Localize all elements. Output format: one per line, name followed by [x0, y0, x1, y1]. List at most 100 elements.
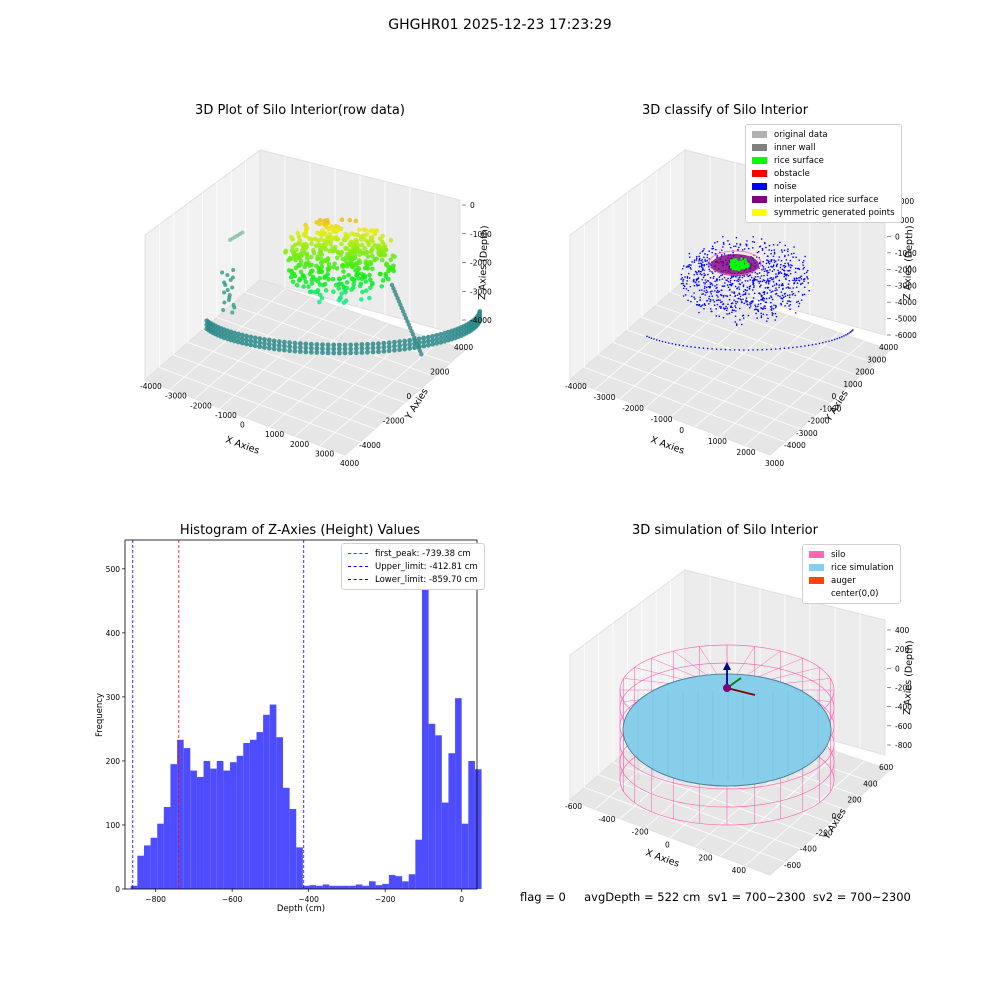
plot1-data-point: [276, 339, 282, 344]
plot2-noise-point: [790, 253, 793, 255]
plot2-noise-point: [711, 290, 713, 292]
plot2-noise-point: [695, 271, 698, 274]
plot1-data-point: [348, 248, 353, 253]
plot2-noise-point: [684, 294, 687, 296]
plot2-noise-point: [743, 293, 746, 296]
plot2-noise-point: [716, 303, 719, 306]
upper-limit-line-swatch: [348, 566, 368, 567]
plot1-data-point: [356, 266, 362, 271]
plot1-data-point: [359, 242, 365, 248]
plot2-noise-point: [769, 277, 771, 280]
plot2-noise-point: [734, 315, 737, 317]
plot2-noise-point: [748, 306, 751, 309]
plot2-x-tick: -3000: [594, 393, 616, 402]
plot1-z-tick: -2000: [470, 259, 492, 268]
histogram-bar: [335, 885, 343, 889]
plot1-data-point: [377, 271, 383, 277]
plot2-noise-point: [722, 316, 725, 319]
plot1-data-point: [317, 217, 323, 223]
plot2-noise-point: [695, 255, 698, 258]
plot2-noise-point: [731, 302, 734, 304]
plot1-data-point: [382, 252, 388, 258]
plot1-data-point: [379, 284, 385, 289]
plot2-noise-point: [716, 255, 719, 257]
plot2-noise-point: [703, 248, 705, 250]
plot2-noise-point: [706, 259, 708, 262]
plot1-data-point: [257, 336, 263, 342]
plot2-noise-point: [745, 299, 747, 301]
plot2-noise-point: [803, 278, 805, 280]
plot1-data-point: [252, 339, 258, 345]
plot2-noise-point: [788, 279, 791, 282]
plot2-noise-point: [761, 297, 764, 300]
plot2-noise-point: [733, 279, 736, 282]
plot2-noise-point: [707, 265, 710, 268]
plot2-noise-point: [688, 272, 690, 275]
plot2-noise-point: [723, 276, 726, 279]
plot2-noise-point: [786, 294, 789, 297]
plot2-noise-point: [808, 289, 811, 292]
plot1-data-point: [328, 238, 334, 244]
plot2-noise-point: [720, 254, 723, 256]
plot1-data-point: [295, 230, 301, 236]
plot2-noise-point: [698, 346, 701, 349]
plot1-data-point: [348, 342, 354, 348]
plot2-noise-point: [680, 278, 683, 280]
plot2-noise-point: [699, 273, 702, 275]
plot2-noise-point: [761, 268, 763, 271]
plot2-noise-point: [789, 259, 792, 262]
plot2-noise-point: [743, 349, 745, 351]
plot2-noise-point: [739, 244, 741, 246]
plot1-data-point: [325, 235, 330, 240]
plot1-data-point: [419, 352, 424, 357]
plot2-noise-point: [798, 277, 800, 279]
plot1-data-point: [326, 276, 331, 282]
plot2-noise-point: [836, 337, 839, 340]
plot1-data-point: [244, 341, 249, 347]
plot2-noise-point: [764, 307, 767, 310]
plot2-noise-point: [714, 242, 716, 244]
plot2-noise-point: [720, 294, 723, 297]
plot1-data-point: [402, 346, 408, 352]
plot2-z-tick: -5000: [895, 315, 917, 324]
plot1-data-point: [380, 233, 385, 239]
plot1-data-point: [370, 239, 375, 244]
plot1-data-point: [392, 339, 397, 345]
plot2-noise-point: [760, 294, 763, 297]
plot2-noise-point: [753, 286, 755, 289]
plot2-noise-point: [763, 241, 766, 244]
plot1-x-tick: -3000: [165, 392, 187, 401]
plot2-noise-point: [646, 335, 648, 338]
plot2-noise-point: [714, 253, 717, 255]
plot1-data-point: [315, 288, 321, 293]
histogram-bar: [342, 885, 350, 889]
plot2-noise-point: [754, 304, 756, 306]
plot2-noise-point: [742, 290, 745, 293]
plot2-noise-point: [730, 277, 732, 280]
plot2-noise-point: [758, 246, 761, 248]
plot2-noise-point: [736, 242, 738, 245]
plot2-noise-point: [745, 244, 748, 247]
plot2-noise-point: [787, 347, 790, 349]
plot1-data-point: [257, 344, 263, 350]
plot1-data-point: [347, 241, 353, 247]
plot1-data-point: [412, 345, 417, 351]
plot2-noise-point: [730, 283, 733, 286]
plot2-noise-point: [803, 272, 806, 275]
plot2-noise-point: [774, 260, 777, 262]
plot2-noise-point: [716, 284, 718, 286]
plot2-noise-point: [701, 261, 704, 263]
plot1-data-point: [297, 238, 303, 243]
histogram-bar: [223, 770, 231, 889]
plot2-noise-point: [849, 331, 852, 333]
histogram-bar: [468, 760, 475, 889]
plot2-x-tick: 1000: [708, 437, 727, 446]
plot2-noise-point: [711, 272, 714, 275]
plot1-data-point: [300, 273, 306, 278]
plot2-noise-point: [692, 280, 695, 282]
plot2-noise-point: [786, 273, 788, 276]
plot2-noise-point: [825, 341, 827, 343]
plot2-noise-point: [798, 302, 801, 305]
plot1-data-point: [348, 346, 354, 352]
histogram-bar: [402, 881, 409, 889]
